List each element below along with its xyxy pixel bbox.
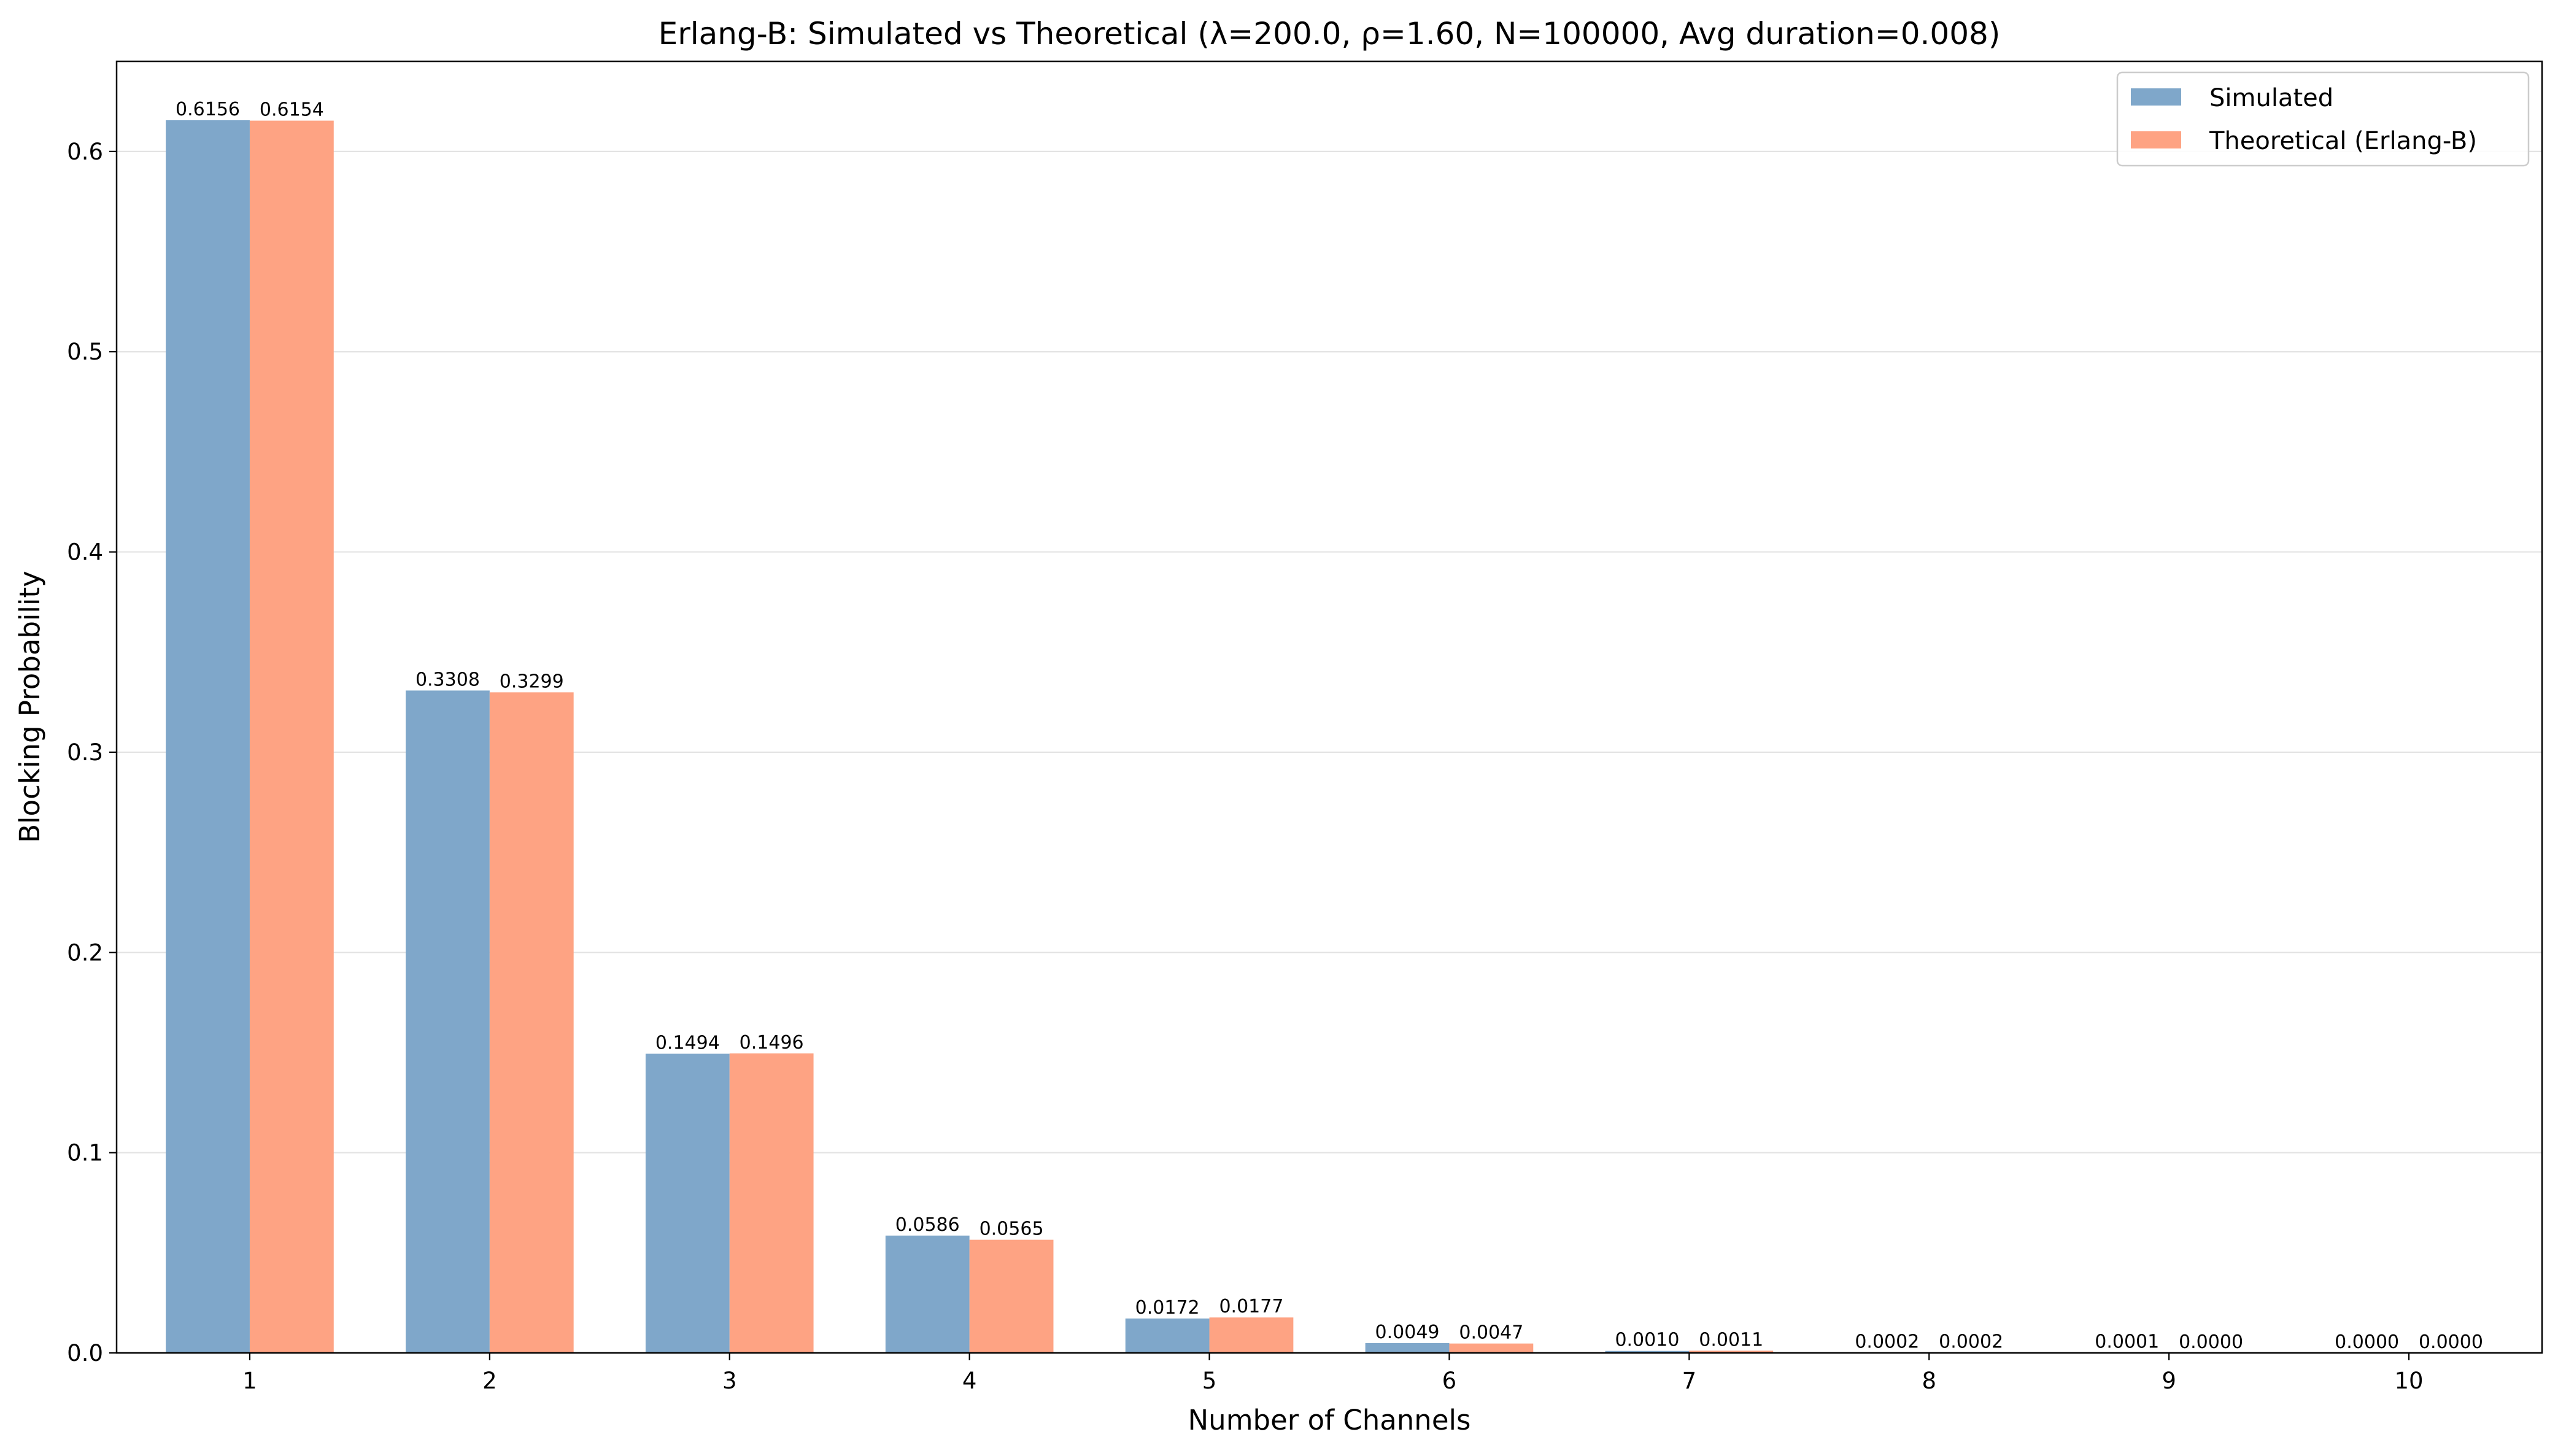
- data-label-theoretical-9: 0.0000: [2179, 1331, 2243, 1353]
- bar-simulated-1: [166, 120, 250, 1353]
- x-tick-label: 9: [2162, 1368, 2176, 1394]
- data-label-simulated-4: 0.0586: [895, 1214, 960, 1236]
- y-axis-title: Blocking Probability: [14, 571, 46, 842]
- data-label-theoretical-7: 0.0011: [1699, 1329, 1763, 1350]
- x-tick-label: 1: [242, 1368, 257, 1394]
- data-label-simulated-3: 0.1494: [655, 1032, 720, 1053]
- bar-theoretical-1: [250, 121, 334, 1353]
- x-tick-label: 4: [962, 1368, 977, 1394]
- data-label-theoretical-5: 0.0177: [1219, 1296, 1283, 1317]
- data-label-theoretical-6: 0.0047: [1459, 1322, 1523, 1344]
- x-tick-label: 8: [1922, 1368, 1936, 1394]
- legend-label-theoretical: Theoretical (Erlang-B): [2209, 127, 2477, 155]
- y-tick-label: 0.5: [67, 339, 103, 365]
- data-label-theoretical-8: 0.0002: [1939, 1331, 2003, 1352]
- data-label-theoretical-4: 0.0565: [980, 1219, 1044, 1240]
- bar-theoretical-2: [490, 692, 574, 1353]
- bar-simulated-4: [886, 1236, 970, 1353]
- bar-theoretical-5: [1210, 1317, 1294, 1353]
- legend-swatch-simulated: [2131, 88, 2181, 106]
- data-label-simulated-2: 0.3308: [415, 669, 480, 690]
- x-tick-label: 5: [1202, 1368, 1217, 1394]
- data-label-theoretical-2: 0.3299: [500, 671, 564, 692]
- y-tick-label: 0.2: [67, 939, 103, 966]
- bar-theoretical-3: [730, 1053, 814, 1353]
- x-tick-label: 3: [722, 1368, 737, 1394]
- data-label-theoretical-1: 0.6154: [260, 99, 324, 121]
- data-label-theoretical-3: 0.1496: [740, 1032, 804, 1053]
- data-label-simulated-8: 0.0002: [1855, 1331, 1919, 1352]
- x-tick-label: 10: [2395, 1368, 2424, 1394]
- y-tick-label: 0.3: [67, 739, 103, 766]
- y-tick-label: 0.4: [67, 539, 103, 566]
- legend: Simulated Theoretical (Erlang-B): [2117, 72, 2529, 166]
- legend-label-simulated: Simulated: [2209, 84, 2333, 112]
- bar-theoretical-6: [1449, 1344, 1533, 1353]
- data-label-theoretical-10: 0.0000: [2419, 1331, 2483, 1353]
- y-tick-label: 0.6: [67, 139, 103, 165]
- x-tick-label: 2: [482, 1368, 497, 1394]
- x-axis-title: Number of Channels: [1188, 1404, 1471, 1436]
- x-tick-label: 6: [1442, 1368, 1457, 1394]
- x-tick-label: 7: [1682, 1368, 1697, 1394]
- data-label-simulated-1: 0.6156: [176, 99, 240, 120]
- chart-title: Erlang-B: Simulated vs Theoretical (λ=20…: [659, 16, 2001, 52]
- data-label-simulated-10: 0.0000: [2335, 1331, 2399, 1353]
- data-label-simulated-6: 0.0049: [1375, 1322, 1440, 1343]
- bar-theoretical-4: [970, 1240, 1054, 1353]
- bar-simulated-5: [1126, 1319, 1210, 1353]
- y-tick-label: 0.1: [67, 1140, 103, 1166]
- y-tick-label: 0.0: [67, 1340, 103, 1366]
- data-label-simulated-7: 0.0010: [1615, 1330, 1679, 1351]
- data-label-simulated-9: 0.0001: [2095, 1331, 2159, 1353]
- data-label-simulated-5: 0.0172: [1135, 1297, 1200, 1319]
- bar-simulated-6: [1366, 1343, 1450, 1353]
- legend-swatch-theoretical: [2131, 131, 2181, 148]
- bar-simulated-3: [646, 1053, 730, 1353]
- bar-simulated-2: [406, 690, 490, 1353]
